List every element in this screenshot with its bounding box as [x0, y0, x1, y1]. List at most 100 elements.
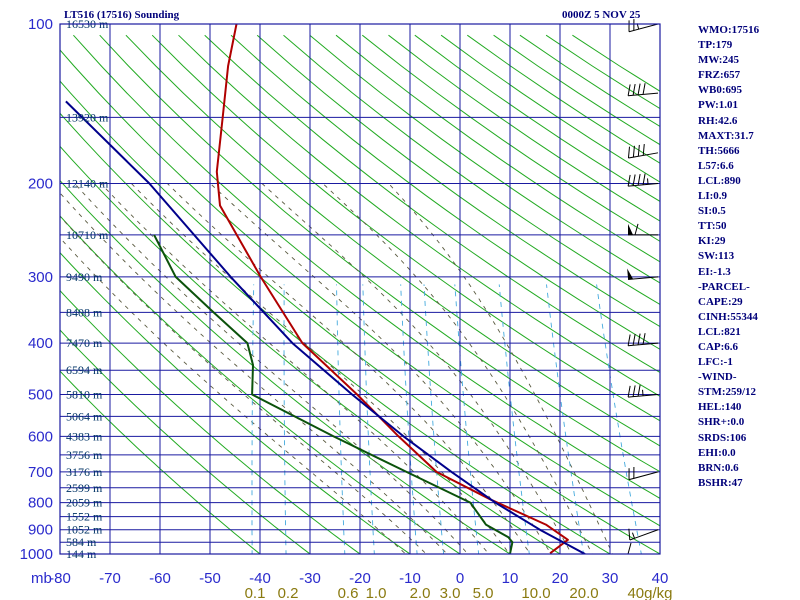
height-label: 9490 m — [66, 270, 103, 284]
mixing-ratio-label: 0.6 — [338, 585, 359, 600]
index-row: BSHR:47 — [698, 476, 743, 489]
sounding-profiles — [65, 24, 586, 554]
height-label: 3756 m — [66, 448, 103, 462]
dry-adiabat — [60, 145, 562, 554]
mixing-ratio-label: 10.0 — [521, 585, 550, 600]
index-row: CINH:55344 — [698, 310, 758, 323]
height-label: 1052 m — [66, 523, 103, 537]
mixing-ratio-label: 0.1 — [245, 585, 266, 600]
dry-adiabat — [60, 215, 461, 554]
temperature-tick-label: -20 — [349, 570, 371, 587]
index-row: BRN:0.6 — [698, 461, 739, 474]
moist-adiabat — [100, 183, 490, 554]
chart-title: LT516 (17516) Sounding — [64, 9, 180, 21]
temperature-tick-label: -50 — [199, 570, 221, 587]
temperature-tick-label: -80 — [49, 570, 71, 587]
dry-adiabat — [60, 112, 612, 554]
moist-adiabat — [209, 183, 552, 554]
mixing-ratio-line — [283, 284, 287, 554]
temperature-tick-label: -10 — [399, 570, 421, 587]
mixing-ratio-label: 3.0 — [440, 585, 461, 600]
moist-adiabat — [261, 183, 573, 554]
mixing-ratio-label: 5.0 — [473, 585, 494, 600]
temperature-tick-label: -30 — [299, 570, 321, 587]
height-label: 584 m — [66, 535, 97, 549]
index-row: -WIND- — [698, 371, 737, 384]
temperature-tick-label: 0 — [456, 570, 464, 587]
wind-barb — [627, 83, 659, 97]
mixing-ratio-label: 20.0 — [569, 585, 598, 600]
height-label: 7470 m — [66, 336, 103, 350]
index-row: SI:0.5 — [698, 205, 726, 218]
moist-adiabat — [74, 183, 469, 554]
mixing-ratio-label: 2.0 — [410, 585, 431, 600]
pressure-tick-label: 100 — [28, 16, 53, 33]
index-row: -PARCEL- — [698, 280, 750, 293]
dry-adiabat — [309, 34, 660, 284]
height-label: 10710 m — [66, 228, 109, 242]
isotherms — [60, 24, 660, 554]
index-row: LCL:890 — [698, 174, 741, 187]
height-label: 2059 m — [66, 496, 103, 510]
mixing-ratio-line — [423, 284, 445, 554]
mixing-ratio-line — [498, 284, 530, 554]
index-row: LI:0.9 — [698, 190, 728, 203]
wind-barb — [628, 466, 659, 481]
wind-barbs — [627, 19, 659, 555]
index-row: SHR+:0.0 — [698, 416, 745, 429]
dry-adiabat — [60, 329, 311, 554]
mixing-ratio-lines — [251, 284, 642, 554]
dry-adiabat — [73, 34, 660, 499]
temperature-tick-label: -60 — [149, 570, 171, 587]
index-row: FRZ:657 — [698, 69, 741, 82]
height-label: 13920 m — [66, 110, 109, 124]
height-label: 3176 m — [66, 465, 103, 479]
index-row: WMO:17516 — [698, 24, 760, 36]
dry-adiabat — [230, 34, 660, 350]
dry-adiabat — [256, 34, 660, 328]
dewpoint-line — [153, 234, 514, 554]
index-row: LFC:-1 — [698, 356, 733, 369]
moist-adiabat — [60, 237, 407, 554]
height-label: 5810 m — [66, 387, 103, 401]
index-row: MAXT:31.7 — [698, 129, 754, 142]
index-row: CAPE:29 — [698, 295, 743, 308]
mixing-ratio-line — [362, 284, 375, 554]
dry-adiabat — [60, 179, 511, 554]
wind-barb — [627, 144, 659, 159]
index-row: L57:6.6 — [698, 159, 734, 172]
index-row: CAP:6.6 — [698, 340, 739, 353]
temperature-tick-label: 20 — [552, 570, 569, 587]
mixing-ratio-label: 0.2 — [278, 585, 299, 600]
isobars — [60, 23, 660, 555]
dry-adiabat — [60, 49, 660, 527]
pressure-tick-label: 600 — [28, 428, 53, 445]
height-label: 8408 m — [66, 305, 103, 319]
moist-adiabat — [60, 215, 427, 554]
moist-adiabat — [388, 183, 614, 554]
dry-adiabat — [60, 289, 361, 554]
wind-barb — [628, 528, 659, 541]
index-row: TT:50 — [698, 220, 727, 233]
index-row: KI:29 — [698, 235, 726, 248]
index-row: PW:1.01 — [698, 99, 739, 112]
dry-adiabat — [283, 34, 660, 306]
height-label: 12140 m — [66, 177, 109, 191]
height-label: 5064 m — [66, 409, 103, 423]
y-axis-label: mb — [31, 570, 52, 587]
index-row: TP:179 — [698, 39, 733, 52]
pressure-tick-label: 800 — [28, 495, 53, 512]
mixing-ratio-line — [546, 284, 585, 554]
wind-barb — [627, 173, 659, 187]
indices-panel: WMO:17516 TP:179 MW:245 FRZ:657 WB0:695 PW:1.… — [698, 23, 800, 491]
dry-adiabat — [151, 34, 660, 422]
index-row: MW:245 — [698, 54, 739, 67]
index-row: SRDS:106 — [698, 431, 747, 444]
dry-adiabats — [60, 34, 660, 554]
pressure-tick-label: 1000 — [20, 546, 53, 563]
dry-adiabat — [125, 34, 660, 447]
wind-barb — [627, 268, 659, 280]
